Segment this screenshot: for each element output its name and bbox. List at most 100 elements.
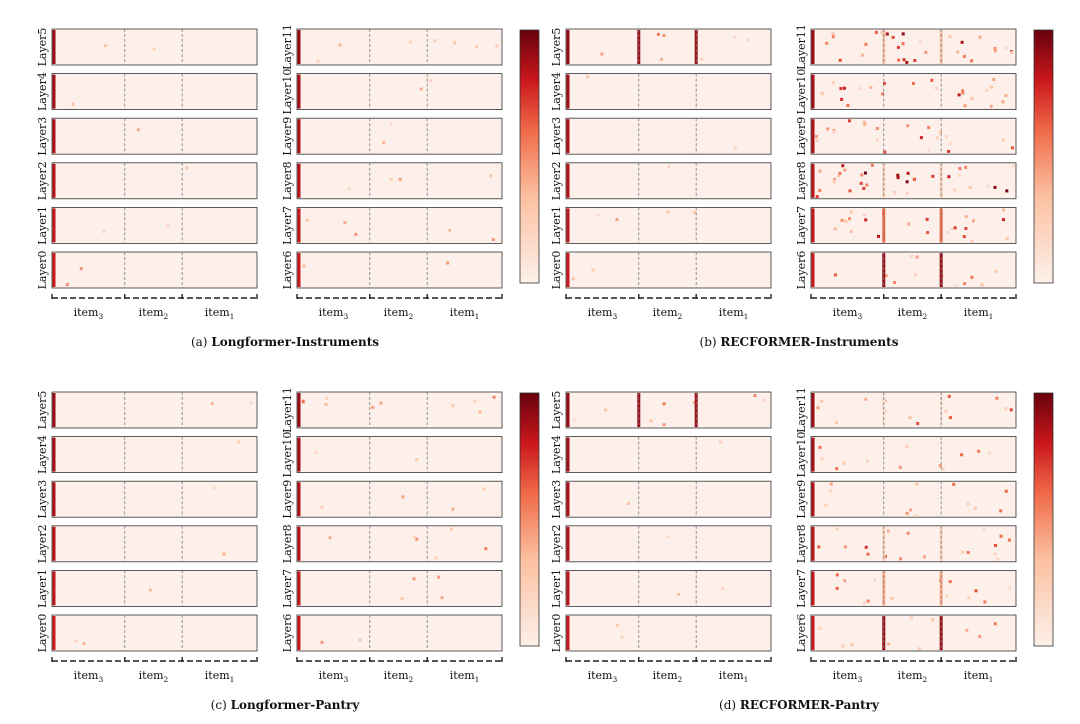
heat-cell: [213, 486, 217, 490]
layer-label: Layer11: [795, 387, 808, 433]
first-token-column: [297, 482, 301, 517]
heat-cell: [484, 547, 488, 551]
heat-cell: [354, 232, 358, 236]
heat-cell: [961, 91, 965, 95]
first-token-column: [811, 30, 815, 64]
heat-cell: [492, 395, 496, 399]
layer-label: Layer5: [550, 391, 563, 430]
heat-cell: [898, 465, 902, 469]
heat-cell: [825, 41, 829, 45]
layer-label: Layer6: [281, 251, 294, 290]
heat-cell: [919, 40, 922, 44]
heat-cell: [818, 445, 822, 449]
heatmap-strip: Layer6: [795, 251, 1017, 289]
item-bracket: item3 item2 item1: [296, 294, 503, 321]
layer-label: Layer7: [281, 569, 294, 608]
heat-cell: [615, 217, 619, 221]
heat-cell: [859, 181, 863, 185]
item-bracket: item3 item2 item1: [51, 657, 258, 684]
heat-cell: [222, 552, 226, 556]
first-token-column: [566, 437, 570, 472]
heat-cell: [662, 34, 666, 37]
heat-cell: [328, 536, 332, 540]
heat-cell: [963, 282, 967, 285]
first-token-column: [52, 437, 56, 472]
heat-cell: [815, 139, 819, 142]
heat-cell: [967, 596, 971, 600]
heat-cell: [931, 618, 934, 622]
heat-cell: [905, 445, 909, 448]
heat-cell: [831, 32, 835, 36]
heat-cell: [815, 134, 818, 138]
heatmap-strip: Layer10: [795, 69, 1017, 115]
panel-a: Layer5Layer4Layer3Layer2Layer1Layer0item…: [36, 24, 540, 321]
heat-cell: [451, 404, 455, 408]
heatmap-strip: Layer8: [281, 161, 503, 200]
heat-cell: [733, 146, 737, 150]
heat-cell: [667, 165, 671, 169]
heat-cell: [948, 580, 952, 584]
heat-cell: [859, 87, 862, 91]
heat-cell: [883, 409, 887, 413]
heat-cell: [905, 191, 909, 195]
heat-cell: [964, 215, 968, 219]
heat-cell: [389, 177, 393, 181]
heat-cell: [908, 416, 912, 420]
strip-background: [810, 251, 1017, 289]
heat-cell: [371, 405, 375, 409]
heat-cell: [1001, 138, 1005, 142]
first-token-column: [297, 393, 301, 427]
strip-background: [810, 73, 1017, 110]
heat-cell: [977, 449, 981, 453]
heat-cell: [343, 221, 347, 224]
layer-label: Layer8: [795, 524, 808, 563]
layer-label: Layer3: [550, 117, 563, 156]
heat-cell: [839, 87, 843, 91]
heat-cell: [956, 50, 960, 54]
heatmap-strip: Layer10: [795, 432, 1017, 478]
first-token-column: [811, 437, 815, 472]
heat-cell: [301, 400, 305, 404]
heatmap-strip: Layer1: [550, 206, 772, 245]
layer-label: Layer3: [36, 480, 49, 519]
heat-cell: [993, 185, 997, 189]
heat-cell: [966, 502, 970, 506]
first-token-column: [297, 437, 301, 472]
strip-background: [51, 117, 258, 155]
heat-cell: [978, 35, 982, 39]
item-label: item2: [384, 669, 414, 684]
layer-label: Layer8: [281, 524, 294, 563]
heat-cell: [978, 635, 982, 639]
heat-cell: [831, 35, 835, 39]
heat-cell: [818, 189, 822, 192]
heat-cell: [473, 399, 477, 403]
strip-background: [565, 28, 772, 66]
heat-cell: [429, 79, 433, 82]
strip-background: [51, 480, 258, 518]
heat-cell: [842, 86, 846, 90]
heat-cell: [970, 59, 974, 63]
heat-cell: [841, 164, 845, 168]
heat-cell: [896, 45, 900, 49]
heat-cell: [733, 35, 737, 39]
heat-cell: [841, 644, 845, 648]
heat-cell: [913, 273, 917, 277]
heat-cell: [924, 50, 928, 54]
first-token-column: [811, 119, 815, 154]
layer-label: Layer0: [550, 251, 563, 290]
strip-background: [565, 391, 772, 429]
heat-cell: [835, 586, 839, 590]
heatmap-strip: Layer10: [281, 432, 503, 478]
heat-cell: [136, 128, 140, 132]
item-label: item2: [653, 669, 683, 684]
heatmap-strip: Layer5: [36, 28, 258, 66]
heat-cell: [964, 165, 968, 169]
layer-label: Layer11: [281, 387, 294, 433]
heatmap-strip: Layer7: [795, 569, 1017, 608]
heat-cell: [862, 213, 866, 217]
caption-c: (c) Longformer-Pantry: [210, 698, 360, 712]
first-token-column: [811, 208, 815, 243]
layer-label: Layer2: [36, 524, 49, 563]
heat-cell: [986, 184, 990, 188]
strip-background: [51, 251, 258, 289]
